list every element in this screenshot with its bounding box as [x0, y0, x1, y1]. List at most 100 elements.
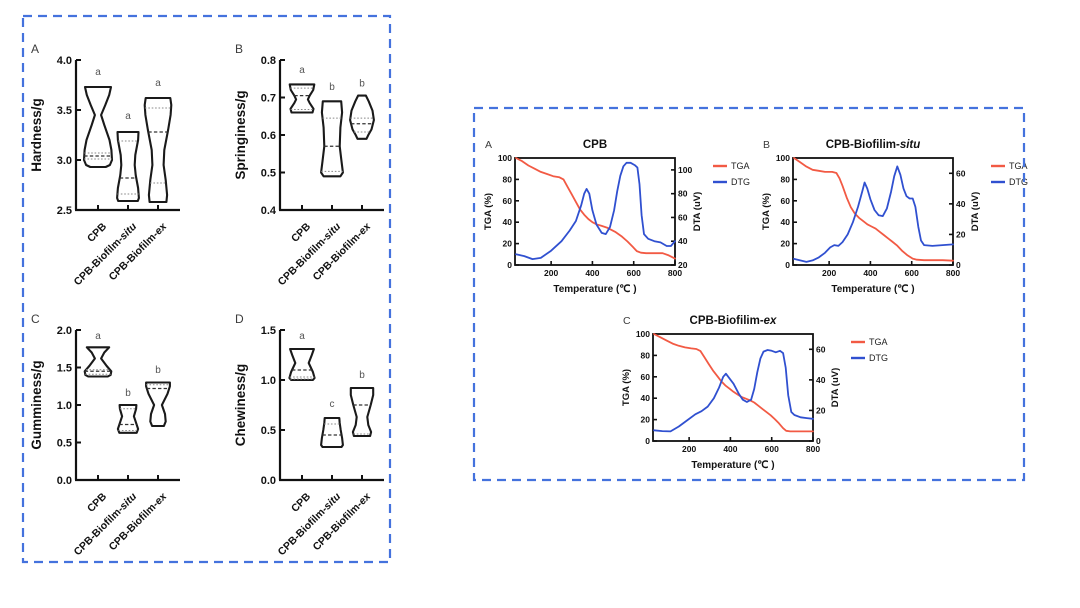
tga-curve: [653, 333, 814, 433]
y-axis-label: Gumminess/g: [29, 360, 44, 449]
significance-letter: b: [359, 370, 365, 381]
plot-frame: [792, 157, 954, 266]
right-tick-label: 20: [816, 405, 826, 415]
x-tick-label: 200: [822, 268, 836, 278]
violin-panel-hardness: A2.53.03.54.0Hardness/gaCPBaCPB-Biofilm-…: [29, 42, 180, 288]
left-tick-label: 40: [503, 217, 513, 227]
panel-letter: C: [623, 315, 631, 327]
violin-CPB: [288, 83, 316, 114]
left-tick-label: 60: [503, 196, 513, 206]
violin-CPB-Biofilm-ex: [145, 381, 171, 428]
y-axis-label: Chewiness/g: [233, 364, 248, 447]
legend-dtg-label: DTG: [869, 353, 888, 363]
y-tick-label: 2.0: [57, 325, 72, 337]
x-tick-label: 600: [905, 268, 919, 278]
panel-letter: B: [763, 139, 770, 151]
left-tick-label: 80: [641, 350, 651, 360]
y-tick-label: 3.5: [57, 105, 72, 117]
right-tick-label: 60: [956, 168, 966, 178]
chart-title: CPB: [583, 139, 607, 151]
y-tick-label: 1.5: [57, 363, 72, 375]
violin-outline: [83, 346, 113, 378]
legend-dtg-label: DTG: [1009, 177, 1028, 187]
violin-outline: [320, 416, 344, 449]
y-tick-label: 3.0: [57, 155, 72, 167]
tga-curve: [793, 157, 954, 262]
left-tick-label: 100: [636, 329, 650, 339]
right-tick-label: 0: [816, 436, 821, 446]
tga-panel-situ: B CPB-Biofilim-situ 0 20 40 60 80 100 0 20 40 60 200…: [761, 139, 1028, 295]
left-tick-label: 20: [641, 415, 651, 425]
left-tick-label: 100: [776, 153, 790, 163]
panel-letter: B: [235, 42, 243, 56]
right-tick-label: 40: [678, 236, 688, 246]
violin-outline: [82, 85, 114, 169]
x-tick-label: 800: [806, 444, 820, 454]
texture-violin-figure: A 2.5 3.0 3.5 4.0 Hardness/g a CPB a CPB-Biofilm-…: [21, 14, 392, 564]
right-axis-label: DTA (uV): [970, 192, 981, 232]
y-tick-label: 1.5: [261, 325, 276, 337]
panel-letter: D: [235, 312, 244, 326]
dashed-border: [21, 14, 392, 564]
dtg-curve: [515, 161, 676, 260]
right-tick-label: 20: [678, 260, 688, 270]
left-tick-label: 80: [781, 174, 791, 184]
left-tick-label: 20: [781, 239, 791, 249]
tga-curve: [515, 157, 676, 260]
legend: TGA DTG: [991, 161, 1028, 187]
violin-CPB-Biofilm-ex: [349, 94, 375, 140]
violin-outline: [143, 96, 173, 204]
y-axis-label: Springiness/g: [233, 90, 248, 179]
y-tick-label: 0.5: [57, 438, 72, 450]
significance-letter: a: [155, 78, 161, 89]
significance-letter: c: [330, 399, 335, 410]
x-tick-label: 800: [668, 268, 682, 278]
tga-panel-ex: C CPB-Biofilim-ex 0 20 40 60 80 100 0 20 40 60 200 40…: [621, 315, 888, 471]
violin-outline: [288, 83, 316, 114]
left-tick-label: 60: [641, 372, 651, 382]
x-tick-label: 600: [627, 268, 641, 278]
violin-outline: [320, 100, 344, 178]
legend-dtg-label: DTG: [731, 177, 750, 187]
y-tick-label: 4.0: [57, 55, 72, 67]
right-tick-label: 40: [956, 199, 966, 209]
dashed-border: [472, 106, 1026, 482]
left-tick-label: 100: [498, 153, 512, 163]
violin-CPB-Biofilm-situ: [320, 416, 344, 449]
significance-letter: a: [95, 67, 101, 78]
right-tick-label: 60: [816, 344, 826, 354]
right-axis-label: DTA (uV): [692, 192, 703, 232]
significance-letter: a: [299, 65, 305, 76]
violin-panel-gumminess: C0.00.51.01.52.0Gumminess/gaCPBbCPB-Biof…: [29, 312, 180, 558]
violin-CPB: [288, 347, 316, 382]
significance-letter: a: [125, 111, 131, 122]
violin-CPB-Biofilm-ex: [349, 386, 375, 438]
x-tick-label: 200: [682, 444, 696, 454]
chart-title: CPB-Biofilim-situ: [826, 139, 921, 151]
violin-panel-springiness: B0.40.50.60.70.8Springiness/gaCPBbCPB-Bi…: [233, 42, 384, 288]
violin-CPB-Biofilm-situ: [320, 100, 344, 178]
left-axis-label: TGA (%): [761, 193, 772, 230]
violin-CPB-Biofilm-situ: [116, 403, 140, 434]
x-tick-label: 400: [863, 268, 877, 278]
significance-letter: b: [125, 388, 131, 399]
y-tick-label: 0.7: [261, 93, 276, 105]
y-tick-label: 0.4: [261, 205, 277, 217]
panel-letter: A: [485, 139, 492, 151]
violin-CPB-Biofilm-situ: [116, 130, 140, 203]
legend-tga-label: TGA: [1009, 161, 1028, 171]
y-tick-label: 1.0: [261, 375, 276, 387]
right-tick-label: 40: [816, 375, 826, 385]
x-axis-label: Temperature (℃ ): [831, 284, 914, 295]
plot-frame: [652, 333, 814, 442]
plot-frame: [514, 157, 676, 266]
legend-tga-label: TGA: [731, 161, 750, 171]
left-tick-label: 0: [645, 436, 650, 446]
x-tick-label: 400: [723, 444, 737, 454]
x-tick-label: 600: [765, 444, 779, 454]
tga-panel-cpb: A CPB 0 20 40 60 80 100 20 40 60 80 100 200 400 600 800 T…: [483, 139, 750, 295]
significance-letter: b: [155, 365, 161, 376]
left-tick-label: 60: [781, 196, 791, 206]
left-tick-label: 0: [507, 260, 512, 270]
right-tick-label: 0: [956, 260, 961, 270]
